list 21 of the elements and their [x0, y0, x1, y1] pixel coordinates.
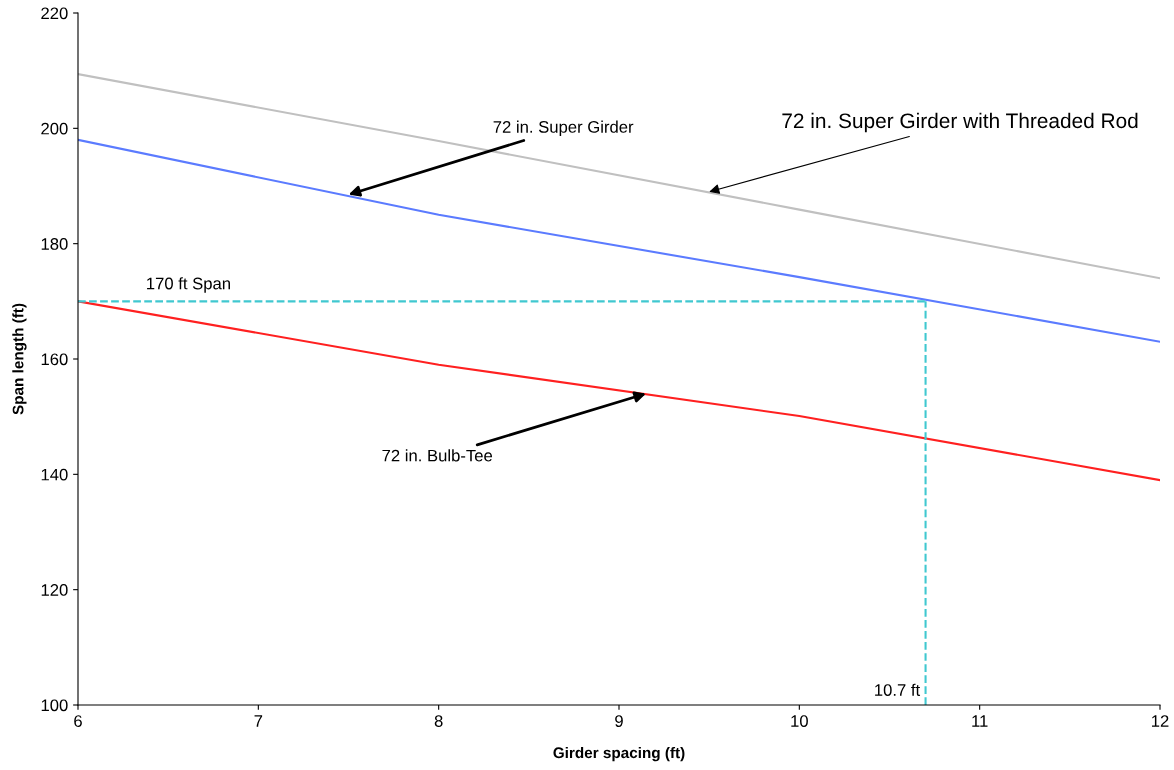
x-tick-label: 10	[791, 715, 808, 727]
y-tick-label: 220	[41, 7, 68, 20]
ref-line-label: 170 ft Span	[147, 277, 230, 293]
x-tick-label: 6	[74, 715, 82, 727]
y-tick-label: 180	[41, 238, 68, 250]
ref-line-label: 10.7 ft	[875, 683, 921, 696]
x-tick-label: 11	[972, 715, 988, 727]
y-tick-label: 200	[41, 122, 68, 135]
x-tick-label: 12	[1152, 715, 1169, 727]
y-tick-label: 100	[41, 699, 68, 712]
y-tick-label: 140	[41, 468, 68, 481]
annotation: 72 in. Super Girder	[493, 120, 634, 137]
annotation: 72 in. Bulb-Tee	[382, 449, 493, 462]
y-axis-title: Span length (ft)	[12, 303, 27, 415]
annotation: 72 in. Super Girder with Threaded Rod	[782, 112, 1138, 133]
x-tick-label: 8	[434, 715, 443, 727]
x-tick-label: 7	[254, 715, 263, 727]
y-tick-label: 120	[41, 584, 68, 596]
x-axis-title: Girder spacing (ft)	[553, 746, 685, 762]
y-tick-label: 160	[41, 353, 68, 366]
x-tick-label: 9	[615, 715, 623, 727]
